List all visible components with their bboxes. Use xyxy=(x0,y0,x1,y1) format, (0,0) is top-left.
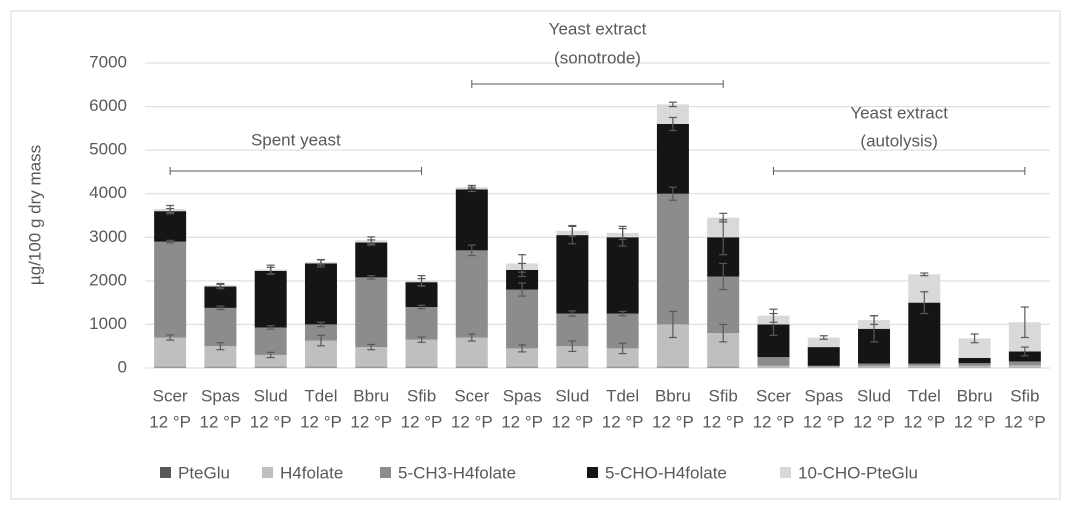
bar-segment xyxy=(406,307,438,340)
legend-swatch xyxy=(262,467,273,478)
bar-segment xyxy=(657,124,689,194)
x-tick-label: Slud xyxy=(254,386,288,405)
bar-segment xyxy=(154,211,186,242)
bar-segment xyxy=(607,237,639,313)
x-tick-label: Slud xyxy=(857,386,891,405)
x-tick-label: Scer xyxy=(756,386,791,405)
x-tick-label: 12 °P xyxy=(853,412,895,431)
y-tick-label: 5000 xyxy=(89,140,127,159)
x-tick-label: Sfib xyxy=(709,386,738,405)
x-tick-label: Sfib xyxy=(1010,386,1039,405)
x-tick-label: 12 °P xyxy=(954,412,996,431)
y-tick-label: 4000 xyxy=(89,183,127,202)
x-tick-label: 12 °P xyxy=(1004,412,1046,431)
group-label: Yeast extract xyxy=(850,103,948,122)
y-axis-title: µg/100 g dry mass xyxy=(25,145,44,285)
x-tick-label: 12 °P xyxy=(350,412,392,431)
x-tick-label: Slud xyxy=(555,386,589,405)
bar-segment xyxy=(1009,365,1041,367)
bar-segment xyxy=(154,242,186,338)
y-tick-label: 2000 xyxy=(89,270,127,289)
x-tick-label: Bbru xyxy=(353,386,389,405)
x-tick-label: Scer xyxy=(454,386,489,405)
group-label: Spent yeast xyxy=(251,130,341,149)
bar-segment xyxy=(908,366,940,367)
x-tick-label: 12 °P xyxy=(451,412,493,431)
x-tick-label: 12 °P xyxy=(401,412,443,431)
group-label: (sonotrode) xyxy=(554,48,641,67)
bar-segment xyxy=(456,250,488,337)
x-tick-label: 12 °P xyxy=(250,412,292,431)
bar-segment xyxy=(858,366,890,367)
bar-segment xyxy=(1009,361,1041,365)
bar-segment xyxy=(506,290,538,349)
x-tick-label: Tdel xyxy=(606,386,639,405)
y-tick-label: 6000 xyxy=(89,96,127,115)
x-tick-label: Tdel xyxy=(908,386,941,405)
bar-segment xyxy=(255,271,287,328)
x-tick-label: Spas xyxy=(503,386,542,405)
legend-label: PteGlu xyxy=(178,463,230,482)
y-tick-label: 1000 xyxy=(89,314,127,333)
bar-segment xyxy=(808,347,840,366)
bar-segment xyxy=(204,308,236,346)
bar-segment xyxy=(959,366,991,367)
bar-segment xyxy=(204,287,236,308)
y-tick-label: 7000 xyxy=(89,52,127,71)
bar-segment xyxy=(154,338,186,367)
bar-segment xyxy=(959,358,991,363)
legend-label: H4folate xyxy=(280,463,343,482)
y-tick-label: 0 xyxy=(118,357,127,376)
bar-segment xyxy=(355,243,387,278)
bar-segment xyxy=(456,338,488,367)
bar-segment xyxy=(908,364,940,366)
bar-segment xyxy=(959,363,991,366)
x-tick-label: Spas xyxy=(201,386,240,405)
bar-segment xyxy=(305,263,337,324)
x-tick-label: 12 °P xyxy=(300,412,342,431)
legend-swatch xyxy=(380,467,391,478)
legend-swatch xyxy=(160,467,171,478)
x-tick-label: 12 °P xyxy=(652,412,694,431)
bar-segment xyxy=(255,327,287,354)
x-tick-label: Tdel xyxy=(304,386,337,405)
x-tick-label: 12 °P xyxy=(602,412,644,431)
legend-swatch xyxy=(587,467,598,478)
legend-label: 5-CHO-H4folate xyxy=(605,463,727,482)
bar-segment xyxy=(657,194,689,325)
x-tick-label: 12 °P xyxy=(501,412,543,431)
x-tick-label: Scer xyxy=(153,386,188,405)
x-tick-label: Bbru xyxy=(957,386,993,405)
legend-label: 10-CHO-PteGlu xyxy=(798,463,918,482)
bar-segment xyxy=(456,189,488,250)
bar-segment xyxy=(757,357,789,366)
bar-segment xyxy=(808,366,840,367)
bar-segment xyxy=(355,277,387,347)
bar-segment xyxy=(556,235,588,313)
y-tick-label: 3000 xyxy=(89,227,127,246)
x-tick-label: 12 °P xyxy=(551,412,593,431)
x-tick-label: Spas xyxy=(804,386,843,405)
bar-segment xyxy=(406,340,438,367)
legend-swatch xyxy=(780,467,791,478)
legend-label: 5-CH3-H4folate xyxy=(398,463,516,482)
x-tick-label: 12 °P xyxy=(903,412,945,431)
bar-segment xyxy=(757,366,789,367)
x-tick-label: 12 °P xyxy=(149,412,191,431)
x-tick-label: 12 °P xyxy=(803,412,845,431)
x-tick-label: 12 °P xyxy=(702,412,744,431)
group-label: Yeast extract xyxy=(549,19,647,38)
x-tick-label: 12 °P xyxy=(753,412,795,431)
group-label: (autolysis) xyxy=(860,131,937,150)
bar-segment xyxy=(858,364,890,367)
x-tick-label: Sfib xyxy=(407,386,436,405)
x-tick-label: 12 °P xyxy=(200,412,242,431)
x-tick-label: Bbru xyxy=(655,386,691,405)
